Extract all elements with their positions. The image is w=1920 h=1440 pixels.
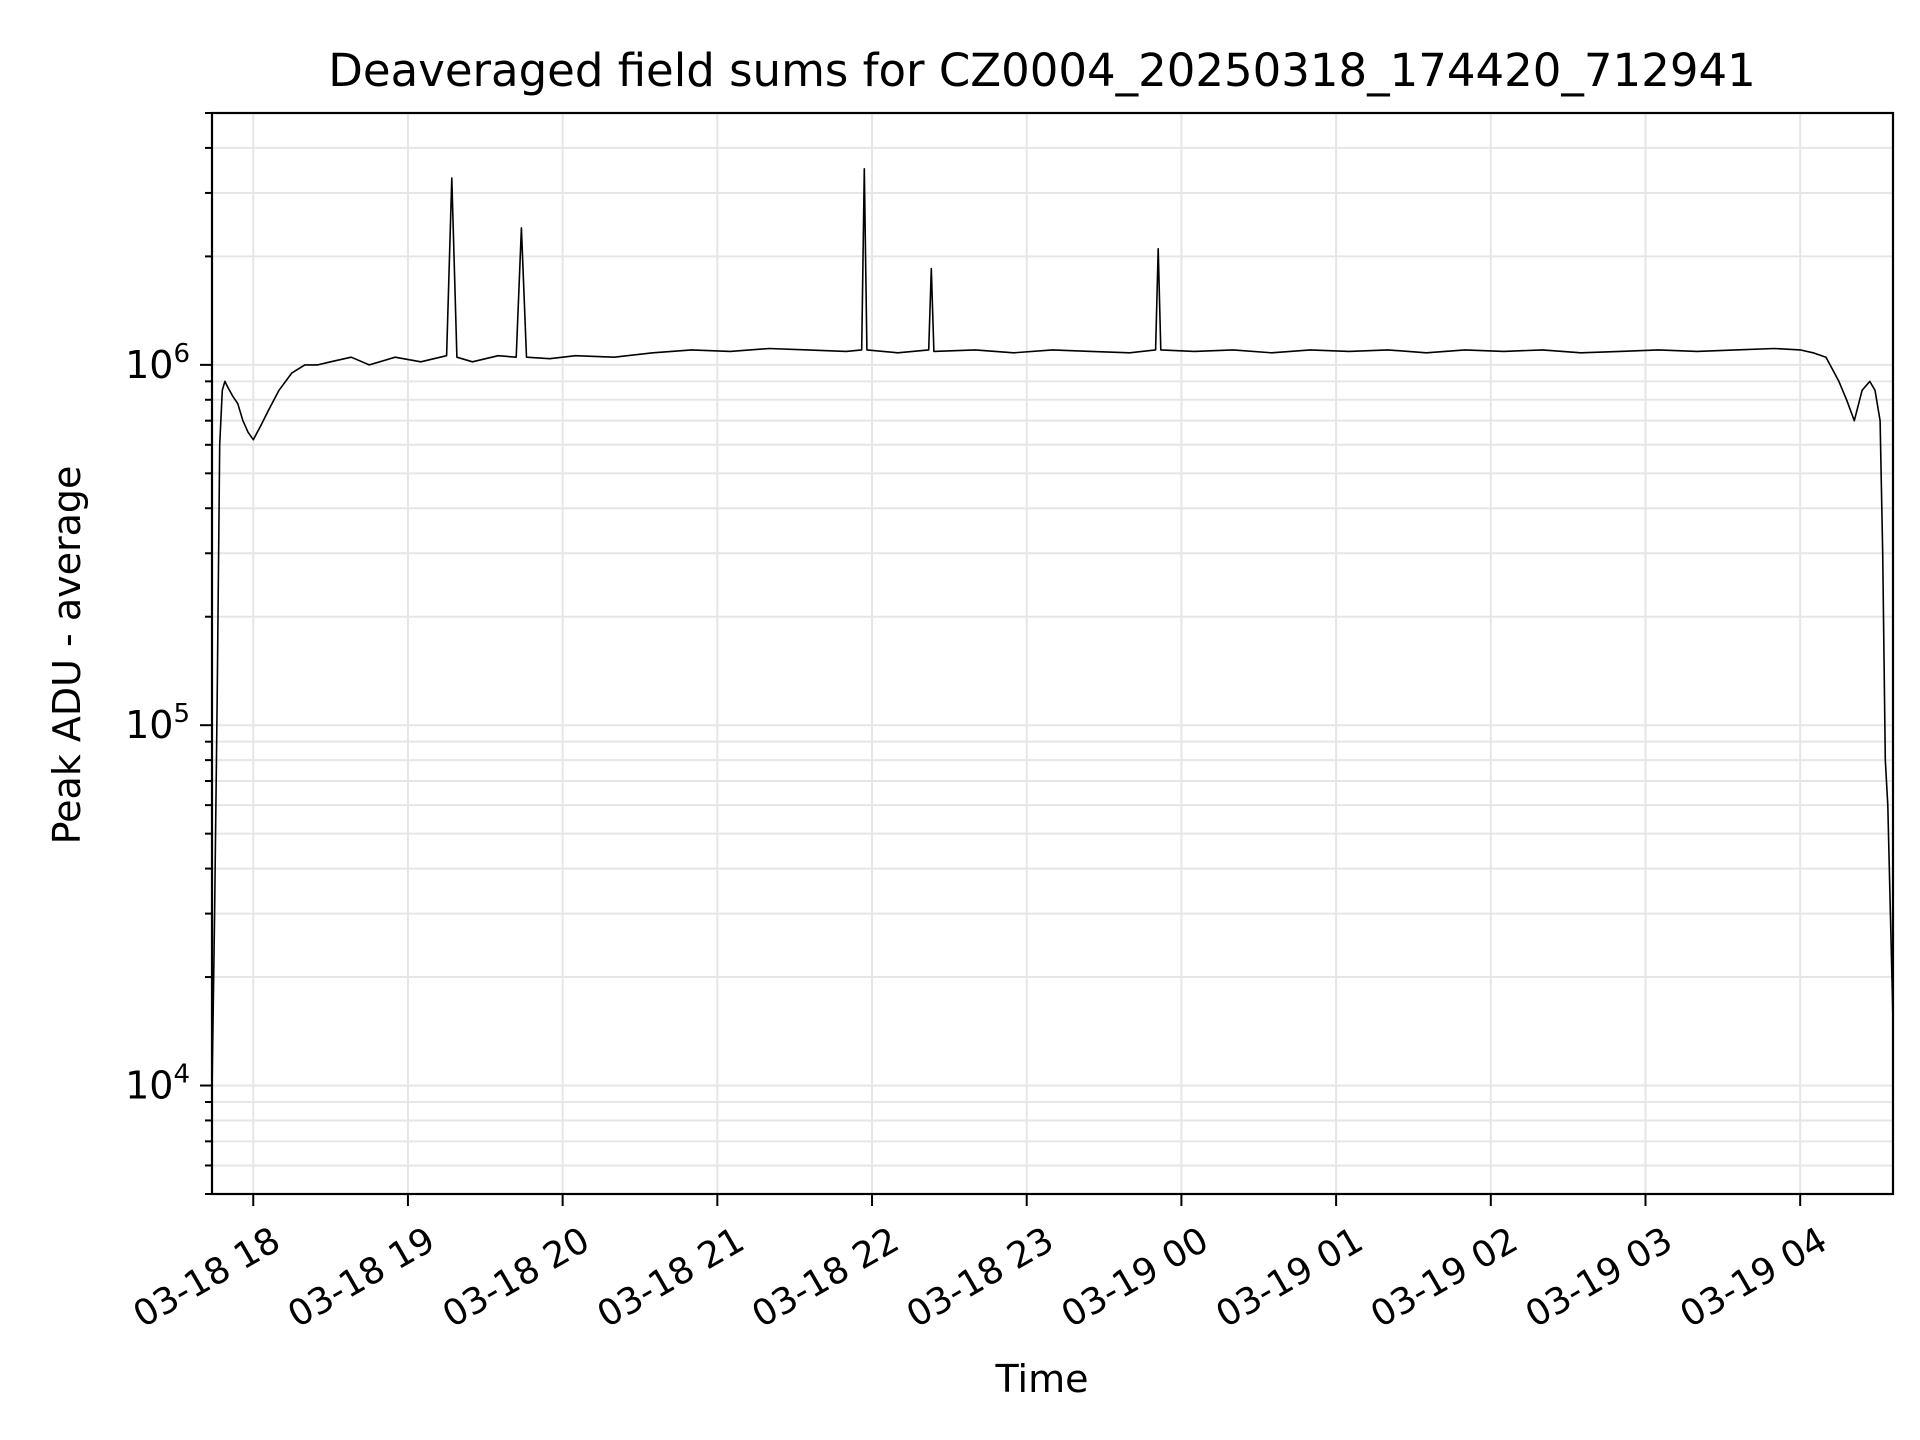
y-tick-exponent: 6 xyxy=(173,339,190,369)
y-tick-base: 10 xyxy=(125,703,173,747)
y-tick-exponent: 5 xyxy=(173,699,190,729)
y-tick-label: 106 xyxy=(125,339,190,387)
y-tick-base: 10 xyxy=(125,1064,173,1108)
plot-area xyxy=(211,168,1894,1094)
data-series-line xyxy=(211,168,1894,1094)
x-axis-label: Time xyxy=(995,1357,1089,1401)
y-tick-base: 10 xyxy=(125,343,173,387)
y-tick-exponent: 4 xyxy=(173,1060,190,1090)
y-axis-label: Peak ADU - average xyxy=(45,466,89,845)
grid xyxy=(212,112,1893,1195)
axes-frame xyxy=(210,111,1895,1196)
chart-title: Deaveraged field sums for CZ0004_2025031… xyxy=(328,44,1755,97)
y-tick-label: 104 xyxy=(125,1060,190,1108)
y-tick-label: 105 xyxy=(125,699,190,747)
